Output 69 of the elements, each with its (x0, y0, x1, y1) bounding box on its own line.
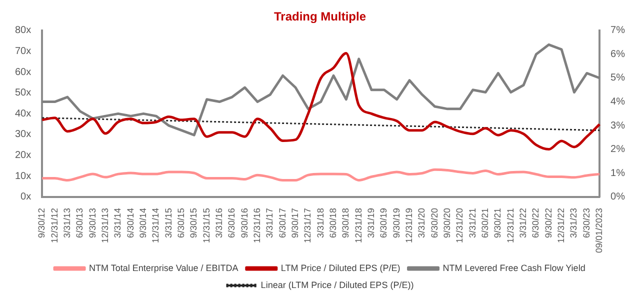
y2-tick-label: 0% (610, 192, 626, 203)
legend-label: Linear (LTM Price / Diluted EPS (P/E)) (260, 280, 414, 290)
x-tick-label: 9/30/16 (239, 208, 250, 238)
x-tick-label: 12/31/19 (404, 208, 414, 244)
y2-tick-label: 5% (610, 72, 626, 84)
y-tick-label: 30x (15, 129, 32, 140)
x-tick-label: 3/31/17 (264, 208, 275, 238)
x-tick-label: 3/31/22 (518, 208, 528, 238)
y2-tick-label: 4% (610, 96, 626, 108)
x-tick-label: 9/30/21 (492, 208, 503, 238)
x-tick-label: 6/30/18 (328, 208, 338, 238)
x-tick-label: 9/30/14 (138, 208, 148, 238)
x-tick-label: 6/30/19 (378, 208, 389, 238)
x-tick-label: 9/30/15 (188, 208, 199, 238)
x-tick-label: 12/31/17 (302, 208, 313, 244)
x-tick-label: 12/31/12 (49, 208, 60, 244)
x-tick-label: 3/31/15 (163, 208, 174, 238)
x-tick-label: 6/30/21 (480, 208, 490, 238)
legend-label: NTM Total Enterprise Value / EBITDA (89, 262, 238, 273)
x-tick-label: 6/30/20 (429, 208, 440, 238)
x-tick-label: 3/31/19 (366, 208, 376, 238)
x-tick-label: 6/30/17 (277, 208, 288, 238)
x-tick-label: 12/31/14 (150, 208, 161, 244)
x-tick-label: 12/31/13 (100, 208, 110, 244)
x-tick-label: 6/30/23 (581, 208, 592, 238)
x-tick-label: 12/31/22 (556, 208, 566, 244)
x-tick-label: 12/31/16 (252, 208, 262, 244)
x-tick-label: 9/30/18 (340, 208, 351, 238)
x-tick-label: 9/30/20 (442, 208, 452, 238)
y2-tick-label: 3% (610, 120, 626, 132)
x-tick-label: 9/30/22 (543, 208, 554, 238)
y-tick-label: 20x (15, 150, 32, 162)
y-tick-label: 40x (15, 108, 32, 120)
y2-tick-label: 6% (610, 48, 626, 60)
x-tick-label: 09/01/2023 (594, 208, 604, 254)
x-tick-label: 3/31/13 (62, 208, 72, 238)
chart-title: Trading Multiple (274, 10, 366, 24)
x-tick-label: 9/30/19 (391, 208, 402, 238)
y-tick-label: 70x (15, 46, 32, 57)
x-tick-label: 6/30/13 (74, 208, 85, 238)
legend-label: NTM Levered Free Cash Flow Yield (442, 262, 586, 273)
y-tick-label: 50x (15, 88, 32, 99)
x-tick-label: 12/31/15 (201, 208, 212, 244)
y-tick-label: 10x (15, 170, 32, 182)
x-tick-label: 12/31/18 (353, 208, 364, 244)
y2-tick-label: 2% (610, 144, 626, 156)
x-tick-label: 9/30/17 (290, 208, 300, 238)
y2-tick-label: 7% (610, 25, 626, 36)
x-tick-label: 3/31/18 (315, 208, 326, 238)
y-tick-label: 0x (20, 192, 32, 203)
line-series (40, 168, 601, 182)
x-tick-label: 6/30/16 (226, 208, 237, 238)
legend-label: LTM Price / Diluted EPS (P/E) (280, 262, 400, 273)
y-tick-label: 80x (15, 25, 32, 36)
x-tick-label: 12/31/20 (454, 208, 465, 244)
y2-tick-label: 1% (610, 168, 626, 179)
y-tick-label: 60x (15, 66, 32, 78)
line-series (40, 52, 601, 151)
x-tick-label: 3/31/21 (467, 208, 478, 238)
x-tick-label: 6/30/22 (530, 208, 541, 238)
x-tick-label: 6/30/15 (176, 208, 186, 238)
x-tick-label: 3/31/20 (416, 208, 427, 238)
x-tick-label: 9/30/13 (87, 208, 98, 238)
x-tick-label: 3/31/14 (112, 208, 123, 238)
x-tick-label: 3/31/16 (214, 208, 224, 238)
x-tick-label: 6/30/14 (125, 208, 136, 238)
x-tick-label: 3/31/23 (568, 208, 579, 238)
x-tick-label: 9/30/12 (36, 208, 47, 238)
x-tick-label: 12/31/21 (505, 208, 516, 244)
